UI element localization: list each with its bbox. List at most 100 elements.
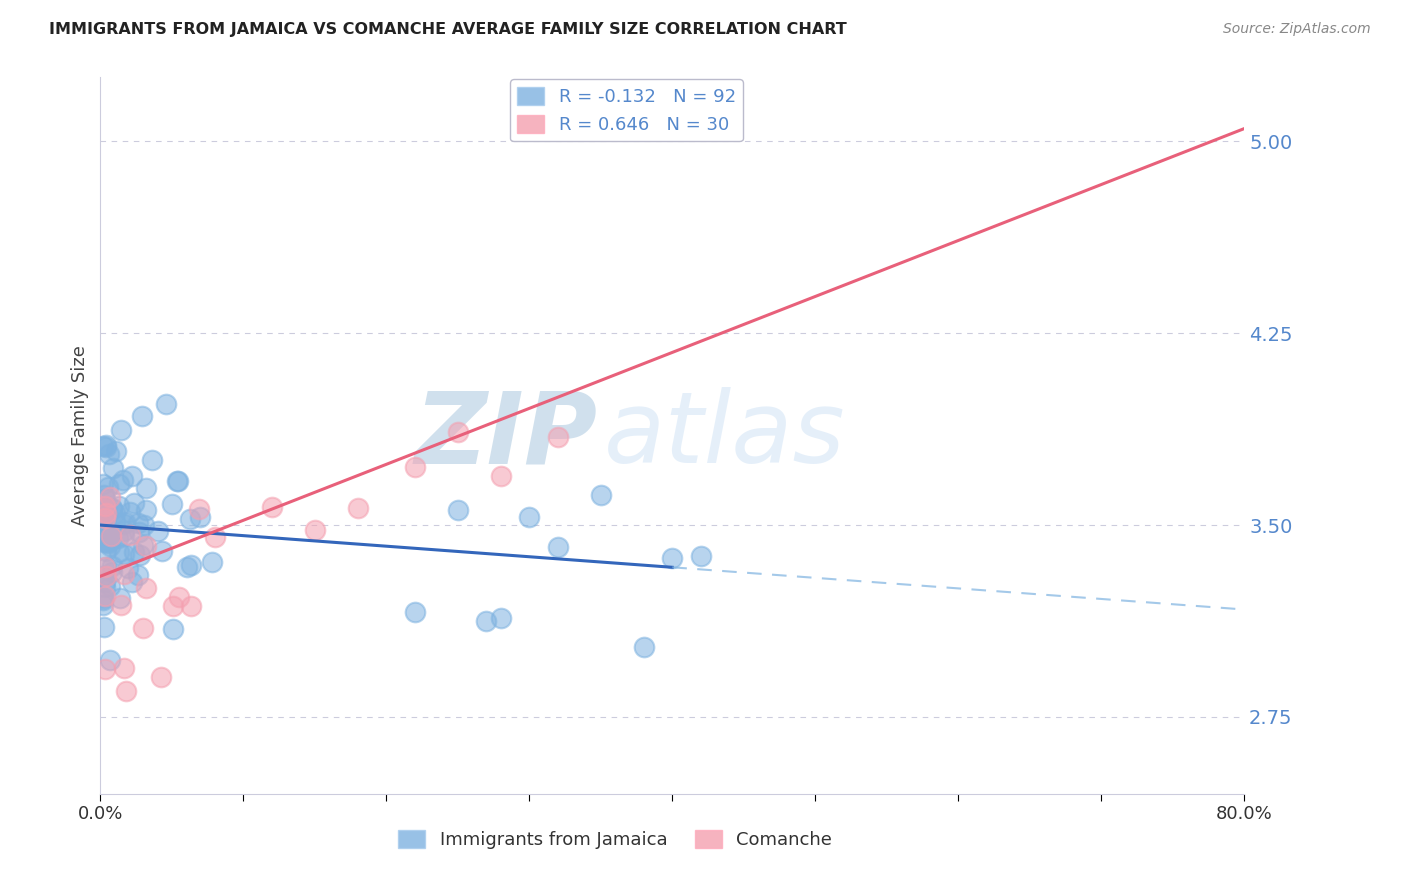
Point	[101, 502, 124, 516]
Point	[91, 593, 114, 607]
Point	[661, 550, 683, 565]
Point	[114, 515, 136, 529]
Point	[100, 529, 122, 543]
Point	[91, 520, 114, 534]
Point	[91, 528, 114, 542]
Point	[201, 555, 224, 569]
Point	[489, 610, 512, 624]
Point	[689, 549, 711, 563]
Point	[107, 532, 129, 546]
Point	[122, 496, 145, 510]
Point	[112, 661, 135, 675]
Point	[110, 423, 132, 437]
Point	[517, 509, 540, 524]
Point	[162, 622, 184, 636]
Point	[93, 500, 115, 514]
Point	[179, 511, 201, 525]
Point	[93, 589, 115, 603]
Point	[91, 591, 114, 605]
Point	[94, 492, 117, 507]
Point	[112, 524, 135, 538]
Point	[260, 500, 283, 515]
Point	[547, 430, 569, 444]
Point	[100, 566, 122, 580]
Point	[94, 560, 117, 574]
Point	[98, 530, 121, 544]
Point	[94, 559, 117, 574]
Point	[180, 599, 202, 613]
Point	[94, 506, 117, 520]
Point	[112, 529, 135, 543]
Legend: R = -0.132   N = 92, R = 0.646   N = 30: R = -0.132 N = 92, R = 0.646 N = 30	[510, 79, 744, 142]
Point	[104, 506, 127, 520]
Point	[304, 524, 326, 538]
Point	[91, 501, 114, 516]
Point	[93, 534, 115, 549]
Point	[589, 488, 612, 502]
Point	[404, 605, 426, 619]
Point	[121, 469, 143, 483]
Text: IMMIGRANTS FROM JAMAICA VS COMANCHE AVERAGE FAMILY SIZE CORRELATION CHART: IMMIGRANTS FROM JAMAICA VS COMANCHE AVER…	[49, 22, 846, 37]
Point	[101, 460, 124, 475]
Text: atlas: atlas	[603, 387, 845, 484]
Point	[91, 569, 114, 583]
Point	[98, 527, 121, 541]
Point	[190, 510, 212, 524]
Point	[404, 460, 426, 475]
Point	[489, 468, 512, 483]
Text: ZIP: ZIP	[415, 387, 598, 484]
Point	[96, 440, 118, 454]
Point	[94, 503, 117, 517]
Point	[93, 662, 115, 676]
Point	[101, 500, 124, 515]
Point	[100, 579, 122, 593]
Point	[91, 476, 114, 491]
Point	[176, 560, 198, 574]
Point	[121, 574, 143, 589]
Point	[112, 566, 135, 581]
Point	[148, 524, 170, 538]
Point	[204, 531, 226, 545]
Point	[447, 503, 470, 517]
Point	[93, 488, 115, 502]
Point	[135, 539, 157, 553]
Point	[162, 599, 184, 613]
Point	[91, 513, 114, 527]
Point	[166, 474, 188, 488]
Point	[633, 640, 655, 655]
Point	[94, 509, 117, 524]
Point	[105, 443, 128, 458]
Point	[135, 581, 157, 595]
Point	[447, 425, 470, 440]
Point	[91, 500, 114, 514]
Point	[132, 621, 155, 635]
Point	[135, 503, 157, 517]
Point	[93, 574, 115, 589]
Point	[127, 568, 149, 582]
Point	[98, 534, 121, 549]
Point	[112, 547, 135, 561]
Point	[94, 438, 117, 452]
Point	[166, 474, 188, 488]
Point	[98, 539, 121, 553]
Point	[135, 481, 157, 495]
Point	[108, 545, 131, 559]
Point	[160, 497, 183, 511]
Point	[110, 598, 132, 612]
Point	[93, 580, 115, 594]
Point	[93, 620, 115, 634]
Point	[180, 558, 202, 572]
Point	[114, 684, 136, 698]
Point	[129, 548, 152, 562]
Point	[98, 653, 121, 667]
Point	[118, 528, 141, 542]
Point	[93, 510, 115, 524]
Point	[169, 590, 191, 604]
Point	[122, 545, 145, 559]
Point	[346, 500, 368, 515]
Point	[141, 452, 163, 467]
Point	[98, 490, 121, 504]
Text: Source: ZipAtlas.com: Source: ZipAtlas.com	[1223, 22, 1371, 37]
Point	[91, 598, 114, 612]
Point	[132, 517, 155, 532]
